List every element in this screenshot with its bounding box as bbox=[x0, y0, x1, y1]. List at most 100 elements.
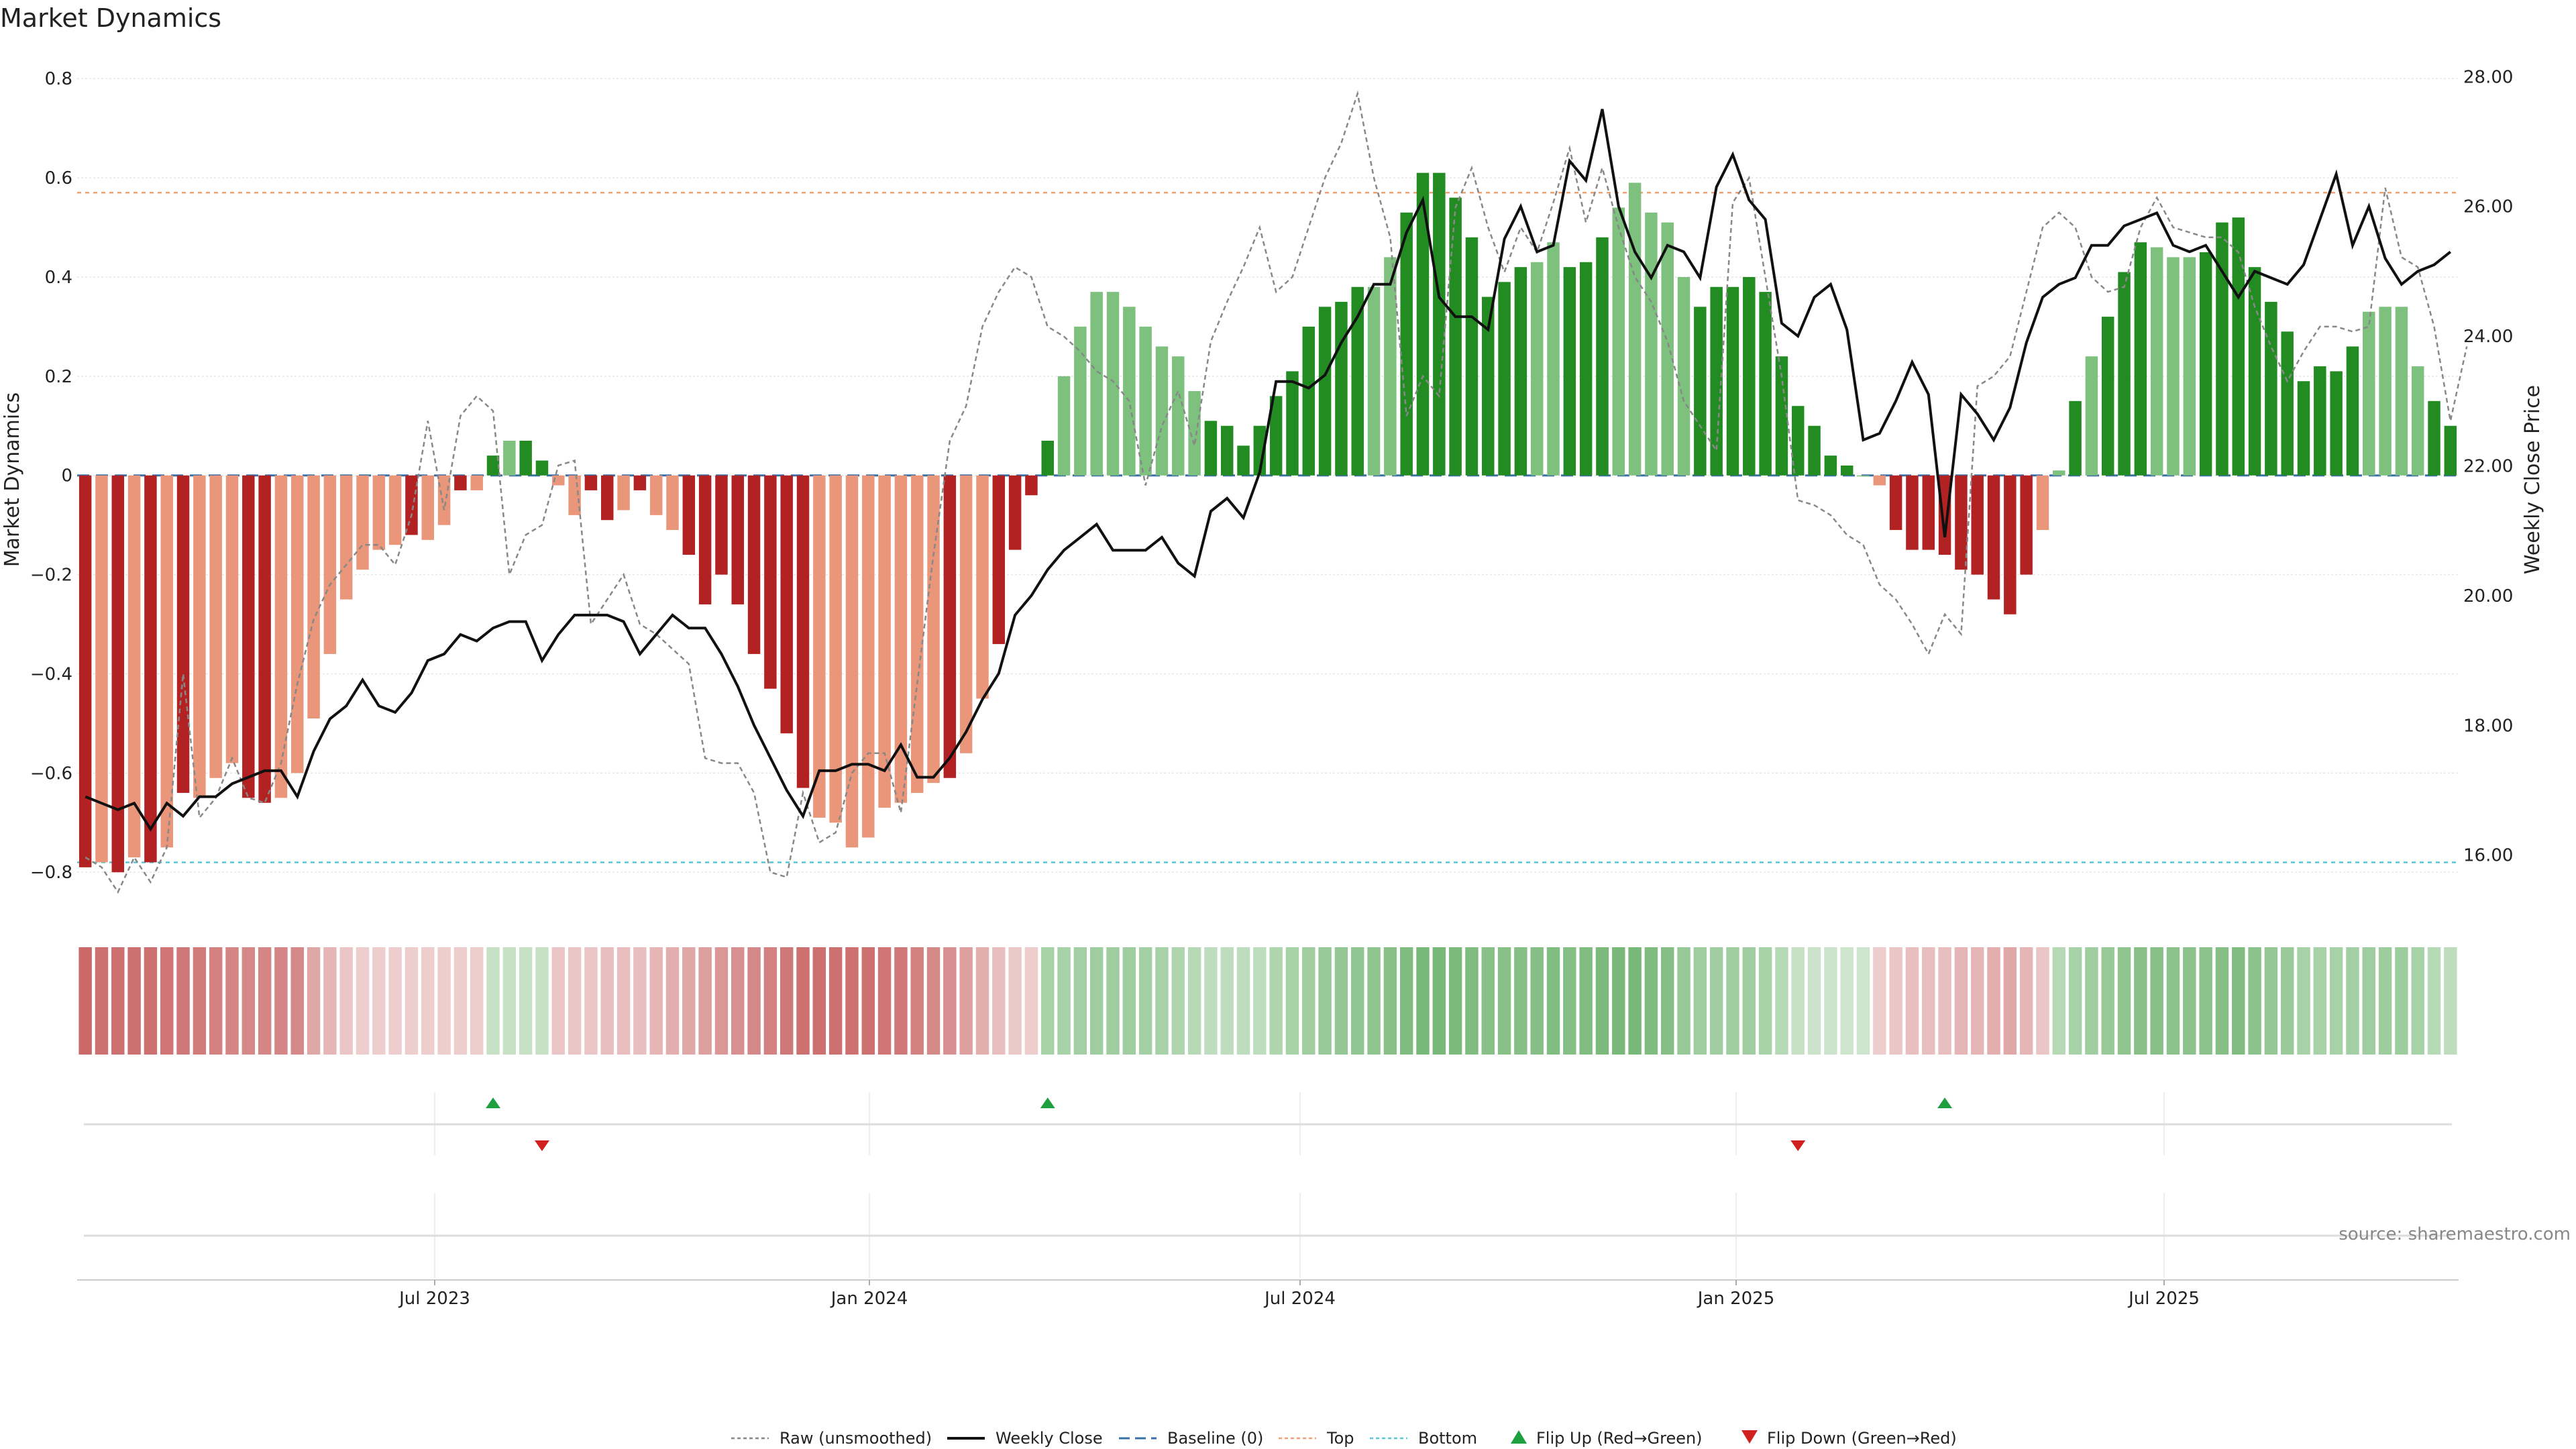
strength-cell bbox=[992, 947, 1006, 1055]
strength-cell bbox=[1579, 947, 1593, 1055]
market-dynamics-bar bbox=[2053, 470, 2065, 476]
strength-cell bbox=[2183, 947, 2196, 1055]
market-dynamics-bar bbox=[1955, 475, 1968, 570]
strength-cell bbox=[1758, 947, 1772, 1055]
y2-axis-label: Weekly Close Price bbox=[2521, 385, 2544, 574]
legend-item: Top bbox=[1279, 1429, 1354, 1448]
strength-cell bbox=[1187, 947, 1201, 1055]
right-axis-ticks: 28.00 26.00 24.00 22.00 20.00 18.00 16.00 bbox=[2463, 67, 2513, 865]
market-dynamics-bar bbox=[2281, 331, 2294, 476]
y-tick-label: −0.4 bbox=[30, 664, 72, 684]
strength-cell bbox=[731, 947, 745, 1055]
market-dynamics-bar bbox=[1237, 445, 1250, 476]
strength-cell bbox=[2346, 947, 2359, 1055]
market-dynamics-bar bbox=[715, 475, 728, 575]
market-dynamics-bar bbox=[1057, 376, 1071, 476]
market-dynamics-bar bbox=[1677, 276, 1690, 476]
market-dynamics-bar bbox=[356, 475, 369, 570]
market-dynamics-bar bbox=[666, 475, 679, 531]
strength-cell bbox=[1399, 947, 1413, 1055]
market-dynamics-bar bbox=[78, 475, 92, 867]
market-dynamics-bar bbox=[682, 475, 696, 555]
strength-cell bbox=[78, 947, 92, 1055]
market-dynamics-bar bbox=[1335, 301, 1348, 476]
strength-cell bbox=[861, 947, 875, 1055]
strength-cell bbox=[2215, 947, 2229, 1055]
strength-cell bbox=[405, 947, 419, 1055]
strength-cell bbox=[1171, 947, 1185, 1055]
market-dynamics-bar bbox=[1661, 222, 1674, 476]
market-dynamics-bar bbox=[1090, 292, 1103, 476]
strength-cell bbox=[453, 947, 468, 1055]
source-note: source: sharemaestro.com bbox=[2339, 1224, 2571, 1244]
market-dynamics-bar bbox=[2085, 356, 2098, 476]
market-dynamics-bar bbox=[225, 475, 239, 763]
x-tick-label: Jul 2025 bbox=[2127, 1289, 2200, 1309]
raw-unsmoothed-line bbox=[85, 90, 2468, 894]
strength-cell bbox=[1269, 947, 1283, 1055]
strength-cell bbox=[780, 947, 794, 1055]
strength-cell bbox=[356, 947, 370, 1055]
market-dynamics-bar bbox=[1645, 212, 1658, 476]
market-dynamics-bar bbox=[1465, 237, 1479, 476]
market-dynamics-bar bbox=[584, 475, 598, 490]
market-dynamics-bar bbox=[2118, 272, 2131, 476]
market-dynamics-bar bbox=[1596, 237, 1609, 476]
left-axis-ticks: 0.8 0.6 0.4 0.2 0 −0.2 −0.4 −0.6 −0.8 bbox=[30, 69, 72, 883]
legend-item: Weekly Close bbox=[947, 1429, 1103, 1448]
market-dynamics-bar bbox=[1514, 267, 1527, 476]
market-dynamics-bar bbox=[242, 475, 255, 798]
market-dynamics-bar bbox=[127, 475, 141, 858]
strength-cell bbox=[144, 947, 158, 1055]
market-dynamics-bar bbox=[1694, 307, 1707, 476]
strength-cell bbox=[1840, 947, 1854, 1055]
strength-cell bbox=[1791, 947, 1805, 1055]
strength-cell bbox=[1824, 947, 1837, 1055]
market-dynamics-bar bbox=[2232, 217, 2245, 476]
market-dynamics-bar bbox=[1840, 465, 1854, 476]
strength-cell bbox=[1514, 947, 1527, 1055]
market-dynamics-bar bbox=[2167, 257, 2180, 476]
strength-cell bbox=[519, 947, 533, 1055]
strength-cell bbox=[1954, 947, 1968, 1055]
market-dynamics-bar bbox=[486, 455, 500, 476]
market-dynamics-bar bbox=[1367, 286, 1381, 476]
market-dynamics-bar bbox=[1482, 297, 1495, 476]
strength-cell bbox=[1807, 947, 1821, 1055]
market-dynamics-bar bbox=[1889, 475, 1902, 531]
strength-cell bbox=[2166, 947, 2180, 1055]
strength-cell bbox=[2427, 947, 2441, 1055]
strength-cell bbox=[421, 947, 435, 1055]
market-dynamics-bar bbox=[307, 475, 320, 719]
market-dynamics-bar bbox=[992, 475, 1006, 645]
market-dynamics-bar bbox=[2395, 307, 2408, 476]
strength-cell bbox=[1563, 947, 1576, 1055]
gridlines bbox=[77, 78, 2459, 873]
strength-cell bbox=[1008, 947, 1022, 1055]
legend-label: Flip Up (Red→Green) bbox=[1536, 1429, 1703, 1448]
strength-cell bbox=[1465, 947, 1479, 1055]
market-dynamics-bar bbox=[1286, 371, 1299, 476]
strength-cell bbox=[747, 947, 761, 1055]
strength-cell bbox=[1644, 947, 1658, 1055]
legend-item: Bottom bbox=[1370, 1429, 1477, 1448]
strength-cell bbox=[1318, 947, 1332, 1055]
strength-cell bbox=[551, 947, 566, 1055]
strength-cell bbox=[176, 947, 190, 1055]
strength-cell bbox=[1775, 947, 1788, 1055]
strength-cell bbox=[95, 947, 109, 1055]
strength-cell bbox=[339, 947, 353, 1055]
market-dynamics-bar bbox=[1857, 475, 1870, 477]
strength-cell bbox=[665, 947, 680, 1055]
market-dynamics-bar bbox=[470, 475, 483, 490]
strength-cell bbox=[633, 947, 647, 1055]
strength-cell bbox=[209, 947, 223, 1055]
market-dynamics-bar bbox=[1743, 276, 1756, 476]
market-dynamics-bar bbox=[144, 475, 157, 863]
strength-cell bbox=[1253, 947, 1267, 1055]
legend-item: Flip Down (Green→Red) bbox=[1741, 1429, 1957, 1448]
market-dynamics-bar bbox=[1384, 257, 1397, 476]
market-dynamics-bar bbox=[1139, 326, 1152, 476]
market-dynamics-bar bbox=[1628, 182, 1642, 476]
strength-cell bbox=[2280, 947, 2294, 1055]
